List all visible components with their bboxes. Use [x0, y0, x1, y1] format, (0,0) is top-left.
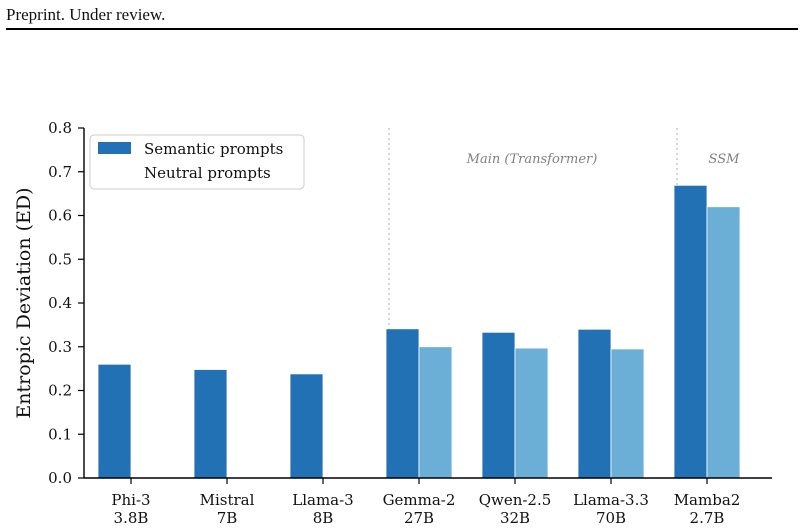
y-tick-label: 0.4: [48, 294, 72, 312]
bar-semantic: [385, 328, 420, 479]
group-label: SSM: [709, 152, 741, 167]
x-tick-label: Gemma-2: [383, 491, 456, 509]
x-tick-label: Phi-3: [111, 491, 150, 509]
x-tick-label-size: 3.8B: [114, 509, 149, 527]
x-tick-label-size: 32B: [500, 509, 530, 527]
bar-semantic: [289, 373, 324, 479]
bar-neutral: [418, 346, 453, 479]
bar-semantic: [481, 331, 516, 479]
bar-semantic: [673, 184, 708, 479]
y-tick-label: 0.3: [48, 338, 72, 356]
bar-neutral: [514, 347, 549, 479]
legend-label: Semantic prompts: [144, 140, 283, 158]
x-tick-label-size: 7B: [217, 509, 238, 527]
x-tick-label-size: 2.7B: [690, 509, 725, 527]
group-label: Main (Transformer): [466, 152, 598, 167]
page-header: Preprint. Under review.: [6, 5, 166, 24]
y-tick-label: 0.6: [48, 207, 72, 225]
legend-swatch: [98, 142, 131, 154]
x-tick-label: Mamba2: [674, 491, 741, 509]
x-tick-label-size: 70B: [596, 509, 626, 527]
bar-semantic: [193, 369, 228, 479]
x-tick-label: Llama-3: [292, 491, 353, 509]
x-tick-label: Llama-3.3: [573, 491, 649, 509]
x-tick-label-size: 27B: [404, 509, 434, 527]
y-tick-label: 0.2: [48, 382, 72, 400]
bar-neutral: [610, 348, 645, 479]
bar-neutral: [706, 206, 741, 479]
y-axis-label: Entropic Deviation (ED): [13, 187, 35, 418]
bar-semantic: [577, 328, 612, 479]
y-tick-label: 0.1: [48, 425, 72, 443]
y-tick-label: 0.5: [48, 250, 72, 268]
x-tick-label: Mistral: [200, 491, 255, 509]
x-tick-label: Qwen-2.5: [479, 491, 552, 509]
header-rule: [6, 28, 798, 30]
y-tick-label: 0.0: [48, 469, 72, 487]
legend-box: [89, 134, 305, 190]
legend-swatch: [98, 166, 131, 178]
y-tick-label: 0.8: [48, 119, 72, 137]
y-tick-label: 0.7: [48, 163, 72, 181]
legend-label: Neutral prompts: [144, 164, 271, 182]
bar-semantic: [97, 363, 132, 479]
x-tick-label-size: 8B: [313, 509, 334, 527]
